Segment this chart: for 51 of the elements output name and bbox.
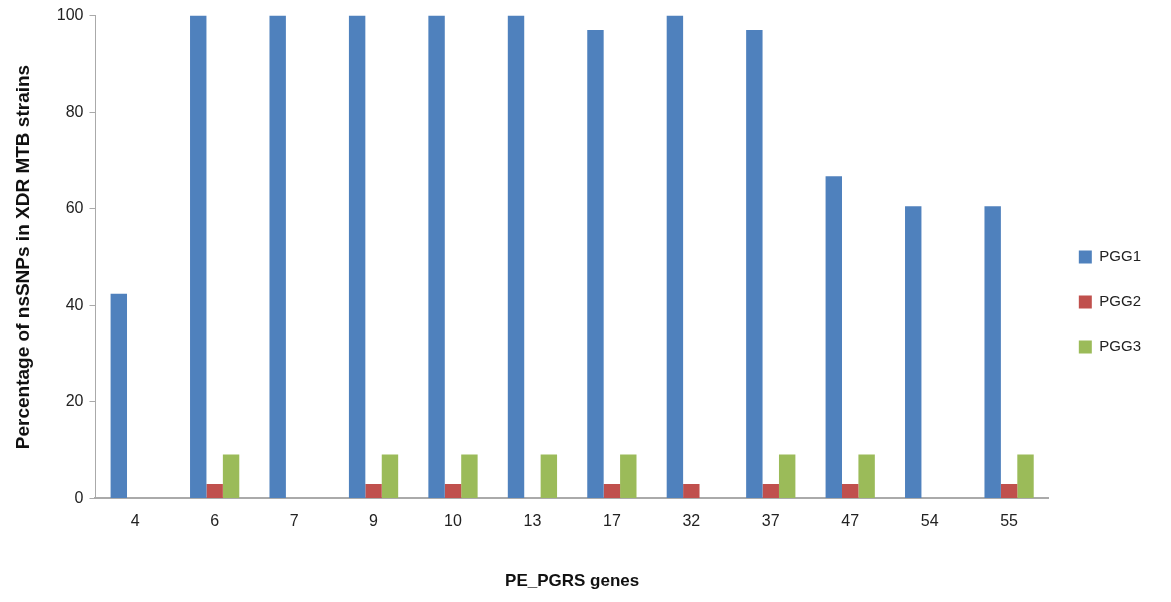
x-tick-label: 17: [602, 512, 621, 530]
bar: [825, 176, 842, 498]
y-tick-label: 20: [65, 392, 84, 410]
x-tick-label: 9: [369, 512, 379, 530]
x-axis-title: PE_PGRS genes: [505, 571, 640, 591]
bar: [905, 206, 922, 498]
bar: [778, 454, 796, 498]
bar: [746, 30, 763, 498]
legend-label: PGG1: [1099, 247, 1142, 265]
y-tick-label: 60: [65, 199, 84, 217]
y-tick-label: 80: [65, 102, 84, 120]
x-tick-label: 47: [841, 512, 860, 530]
x-tick-label: 55: [1000, 512, 1019, 530]
bar: [683, 483, 700, 498]
bar: [348, 15, 366, 498]
x-tick-label: 4: [130, 512, 140, 530]
bar: [365, 483, 382, 498]
bar: [666, 15, 684, 498]
bar: [507, 15, 525, 498]
bar: [858, 454, 875, 498]
bar: [842, 483, 859, 498]
x-tick-label: 6: [210, 512, 220, 530]
bar: [190, 15, 207, 498]
bar: [461, 454, 478, 498]
bar: [1000, 483, 1018, 498]
bar: [587, 30, 604, 498]
bar: [620, 454, 637, 498]
y-axis-title: Percentage of nsSNPs in XDR MTB strains: [11, 64, 33, 450]
bar: [269, 15, 286, 498]
bar: [1017, 454, 1034, 498]
y-tick-label: 100: [56, 6, 84, 24]
x-tick-label: 54: [920, 512, 939, 530]
legend-label: PGG3: [1099, 337, 1142, 355]
bar: [603, 483, 621, 498]
bar: [110, 293, 128, 498]
x-tick-label: 13: [523, 512, 542, 530]
bar: [206, 483, 223, 498]
bar: [984, 206, 1001, 498]
bar: [444, 483, 462, 498]
x-tick-label: 32: [682, 512, 701, 530]
x-tick-label: 37: [761, 512, 780, 530]
y-tick-label: 40: [65, 295, 84, 313]
bar: [762, 483, 779, 498]
bar: [381, 454, 399, 498]
bar: [540, 454, 558, 498]
bar: [222, 454, 240, 498]
legend-label: PGG2: [1099, 292, 1142, 310]
x-tick-label: 10: [444, 512, 462, 530]
y-tick-label: 0: [74, 488, 84, 506]
x-tick-label: 7: [289, 512, 299, 530]
bar: [428, 15, 445, 498]
